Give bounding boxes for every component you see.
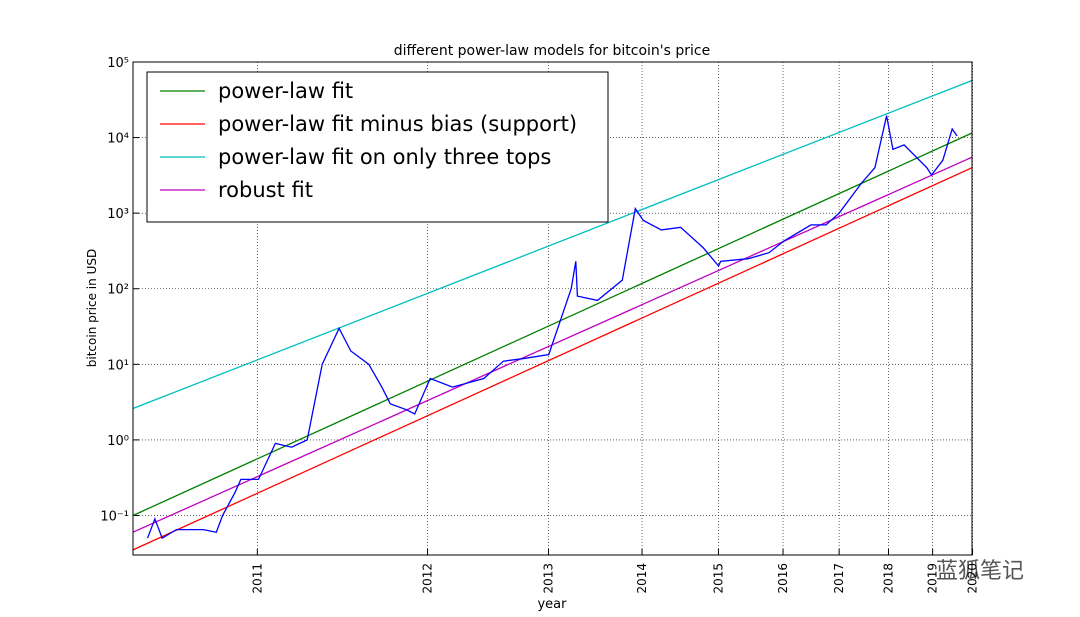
y-axis-label: bitcoin price in USD (85, 249, 99, 367)
x-tick-label: 2018 (881, 563, 895, 594)
y-tick-label: 10³ (107, 207, 129, 222)
legend-label: robust fit (218, 178, 313, 202)
x-tick-label: 2015 (711, 563, 725, 594)
legend-box (146, 71, 609, 223)
y-tick-label: 10⁰ (107, 434, 129, 449)
legend-label: power-law fit on only three tops (218, 145, 551, 169)
x-tick-label: 2014 (635, 563, 649, 594)
x-axis-label: year (537, 597, 567, 612)
y-tick-label: 10² (107, 283, 129, 298)
x-tick-label: 2020 (966, 563, 980, 594)
y-tick-label: 10⁵ (107, 56, 129, 71)
y-tick-label: 10⁴ (107, 132, 129, 147)
series-line (133, 132, 972, 517)
x-tick-label: 2016 (776, 563, 790, 594)
series-line (133, 167, 972, 551)
x-tick-label: 2012 (421, 563, 435, 594)
x-tick-label: 2019 (926, 563, 940, 594)
x-tick-label: 2017 (832, 563, 846, 594)
series-line (133, 79, 972, 410)
x-tick-label: 2013 (542, 563, 556, 594)
plot-frame (132, 61, 973, 556)
y-tick-label: 10¹ (107, 358, 129, 373)
y-tick-label: 10⁻¹ (100, 509, 129, 524)
legend-label: power-law fit minus bias (support) (218, 112, 577, 136)
watermark: 蓝狐笔记 (936, 559, 1024, 584)
chart-title: different power-law models for bitcoin's… (394, 43, 710, 59)
series-line (146, 115, 958, 540)
x-tick-label: 2011 (250, 563, 264, 594)
legend-label: power-law fit (218, 79, 353, 103)
